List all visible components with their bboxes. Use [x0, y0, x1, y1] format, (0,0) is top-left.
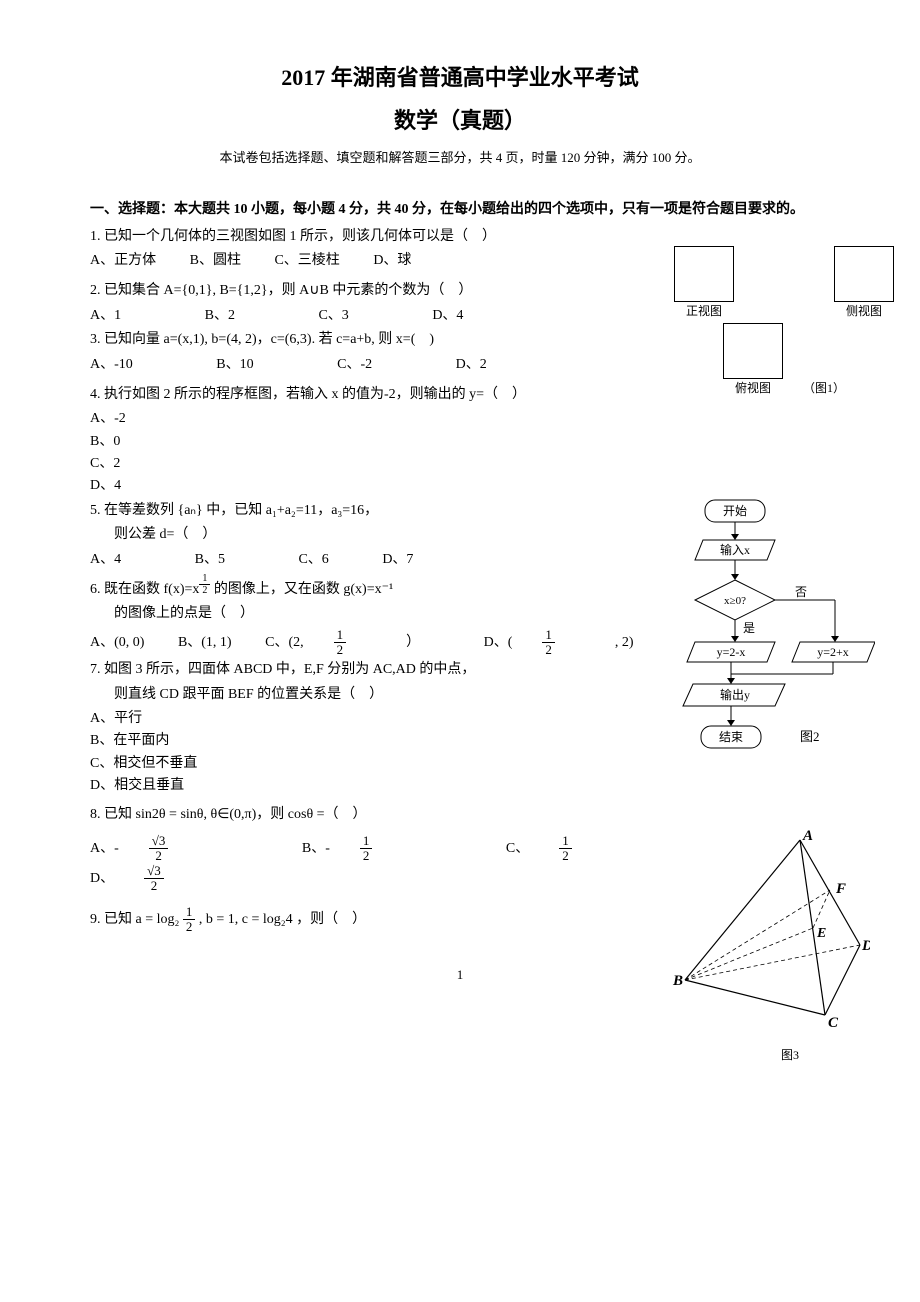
q2-opt-a: A、1: [90, 305, 121, 327]
question-9: 9. 已知 a = log₂ 12 , b = 1, c = log₂4 ，则（…: [90, 905, 830, 935]
q8-opt-d: D、√32: [90, 864, 224, 894]
figure-3-label: 图3: [710, 1046, 870, 1065]
q1-opt-a: A、正方体: [90, 250, 156, 272]
question-5: 5. 在等差数列 {aₙ} 中，已知 a₁+a₂=11，a₃=16，: [90, 500, 830, 522]
section-1-heading: 一、选择题：本大题共 10 小题，每小题 4 分，共 40 分，在每小题给出的四…: [90, 199, 830, 221]
q4-opt-c: C、2: [90, 453, 830, 475]
figure-3-tetrahedron: A B C D E F 图3: [670, 830, 870, 1066]
svg-text:B: B: [672, 973, 683, 989]
q8-opt-a: A、-√32: [90, 834, 228, 864]
q6-opt-a: A、(0, 0): [90, 632, 144, 654]
q5-opt-d: D、7: [382, 549, 413, 571]
q5-opt-a: A、4: [90, 549, 121, 571]
exam-subtitle: 数学（真题）: [90, 103, 830, 138]
q9-post: , b = 1, c = log₂4 ，则（ ）: [199, 912, 366, 927]
svg-text:D: D: [861, 938, 870, 954]
question-2: 2. 已知集合 A={0,1}, B={1,2}，则 A∪B 中元素的个数为（ …: [90, 280, 830, 302]
question-8: 8. 已知 sin2θ = sinθ, θ∈(0,π)，则 cosθ =（ ）: [90, 804, 830, 826]
q2-opt-b: B、2: [205, 305, 235, 327]
q9-pre: 9. 已知 a = log₂: [90, 912, 179, 927]
q6-opt-b: B、(1, 1): [178, 632, 232, 654]
svg-text:y=2-x: y=2-x: [717, 645, 746, 659]
svg-text:C: C: [828, 1015, 839, 1031]
svg-text:y=2+x: y=2+x: [817, 645, 849, 659]
side-view-label: 侧视图: [834, 302, 894, 321]
q8-opt-b: B、-12: [302, 834, 433, 864]
question-4-options: A、-2 B、0 C、2 D、4: [90, 408, 830, 498]
q1-opt-b: B、圆柱: [190, 250, 241, 272]
question-7-line2: 则直线 CD 跟平面 BEF 的位置关系是（ ）: [90, 684, 830, 706]
q3-opt-b: B、10: [216, 354, 253, 376]
svg-text:结束: 结束: [719, 730, 743, 744]
q5-opt-c: C、6: [298, 549, 328, 571]
q6-exp-num: 1: [199, 573, 210, 585]
q3-opt-c: C、-2: [337, 354, 372, 376]
question-6: 6. 既在函数 f(x)=x12 的图像上，又在函数 g(x)=x⁻¹: [90, 573, 830, 601]
q6-text1: 6. 既在函数 f(x)=x: [90, 582, 199, 597]
question-5-line2: 则公差 d=（ ）: [90, 524, 830, 546]
side-view-box: [834, 246, 894, 302]
q5-opt-b: B、5: [195, 549, 225, 571]
q3-opt-a: A、-10: [90, 354, 133, 376]
question-3: 3. 已知向量 a=(x,1), b=(4, 2)，c=(6,3). 若 c=a…: [90, 329, 830, 351]
front-view-label: 正视图: [674, 302, 734, 321]
q3-opt-d: D、2: [456, 354, 487, 376]
question-7: 7. 如图 3 所示，四面体 ABCD 中，E,F 分别为 AC,AD 的中点，: [90, 659, 830, 681]
q9-frac-num: 1: [183, 905, 196, 920]
q4-opt-d: D、4: [90, 475, 830, 497]
exam-title: 2017 年湖南省普通高中学业水平考试: [90, 60, 830, 95]
exam-intro: 本试卷包括选择题、填空题和解答题三部分，共 4 页，时量 120 分钟，满分 1…: [90, 148, 830, 169]
q4-opt-a: A、-2: [90, 408, 830, 430]
q6-text1b: 的图像上，又在函数 g(x)=x⁻¹: [210, 582, 393, 597]
svg-text:A: A: [802, 830, 813, 844]
q4-opt-b: B、0: [90, 431, 830, 453]
svg-text:F: F: [835, 881, 846, 897]
question-6-line2: 的图像上的点是（ ）: [90, 603, 830, 625]
q8-opt-c: C、12: [506, 834, 632, 864]
q6-exp-den: 2: [199, 585, 210, 596]
q9-frac-den: 2: [183, 920, 196, 934]
q1-opt-d: D、球: [373, 250, 411, 272]
figure-1-three-view: 正视图 侧视图 俯视图 （图1）: [674, 246, 894, 400]
q2-opt-c: C、3: [318, 305, 348, 327]
question-4: 4. 执行如图 2 所示的程序框图，若输入 x 的值为-2，则输出的 y=（ ）: [90, 384, 830, 406]
q2-opt-d: D、4: [432, 305, 463, 327]
q6-opt-c: C、(2, 12）: [265, 628, 450, 658]
q1-opt-c: C、三棱柱: [274, 250, 339, 272]
svg-text:图2: 图2: [800, 729, 820, 744]
question-1: 1. 已知一个几何体的三视图如图 1 所示，则该几何体可以是（ ）: [90, 226, 830, 248]
